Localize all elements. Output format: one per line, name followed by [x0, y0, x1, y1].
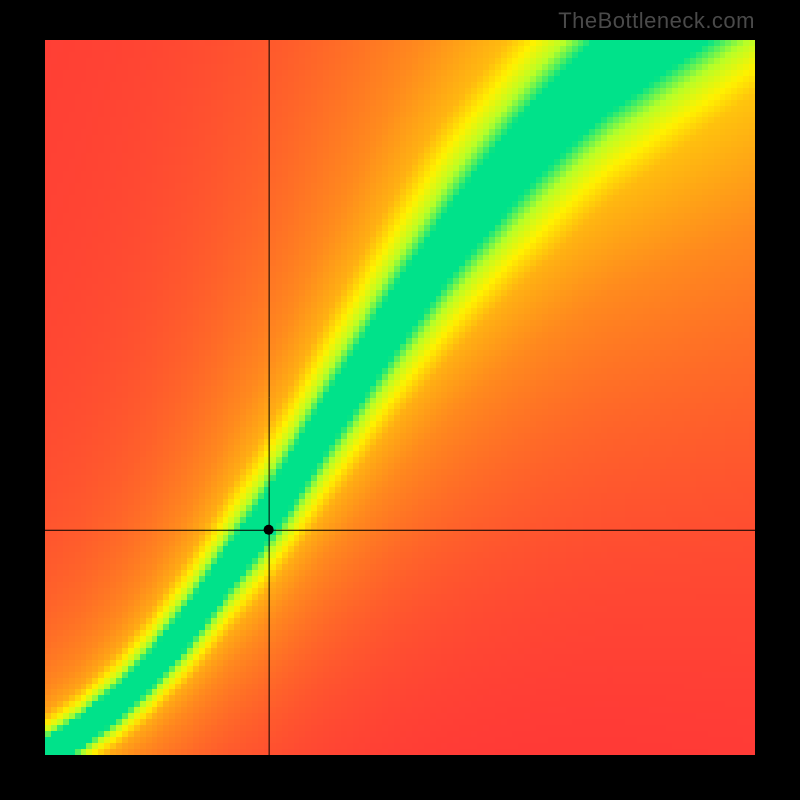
crosshair-overlay — [45, 40, 755, 755]
plot-area — [45, 40, 755, 755]
watermark-text: TheBottleneck.com — [558, 8, 755, 34]
chart-frame: TheBottleneck.com — [0, 0, 800, 800]
